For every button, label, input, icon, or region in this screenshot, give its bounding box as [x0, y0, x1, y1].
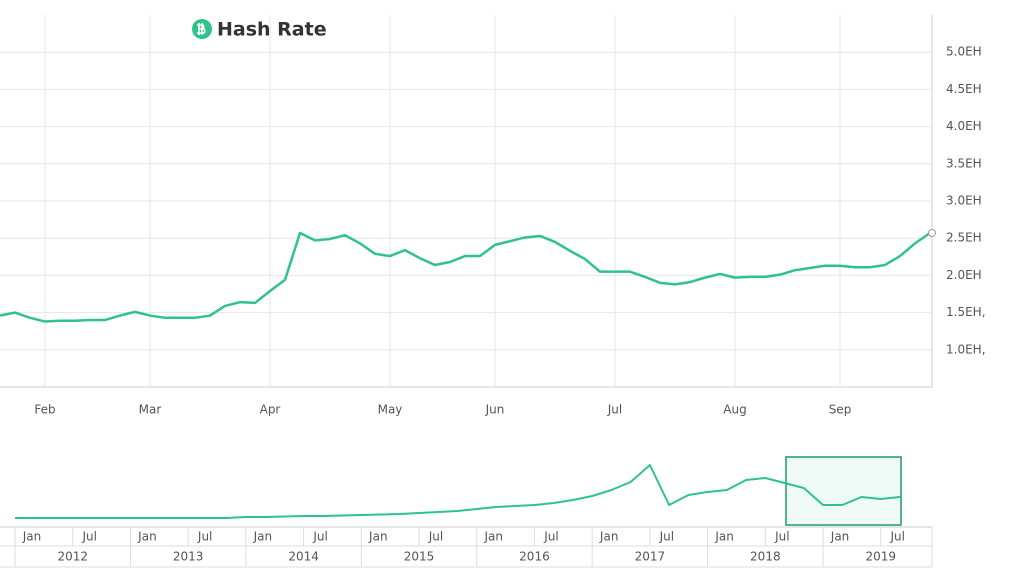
navigator-year-label: 2013: [173, 550, 204, 564]
y-tick-label: 4.0EH: [946, 119, 982, 133]
x-tick-label: Feb: [34, 403, 55, 417]
x-tick-label: Apr: [260, 403, 281, 417]
navigator-tick-label: Jul: [890, 530, 905, 544]
x-tick-label: Sep: [829, 403, 852, 417]
navigator-year-label: 2012: [57, 550, 88, 564]
title-icon: [192, 19, 212, 39]
navigator-selection[interactable]: [785, 456, 902, 526]
navigator-tick-label: Jan: [714, 530, 734, 544]
y-tick-label: 2.0EH: [946, 268, 982, 282]
navigator-tick-label: Jan: [137, 530, 157, 544]
navigator-tick-label: Jul: [774, 530, 789, 544]
y-tick-label: 3.0EH: [946, 194, 982, 208]
navigator-tick-label: Jan: [599, 530, 619, 544]
navigator-tick-label: Jan: [22, 530, 42, 544]
navigator-year-label: 2018: [750, 550, 781, 564]
y-tick-label: 2.5EH: [946, 231, 982, 245]
y-tick-label: 5.0EH: [946, 45, 982, 59]
x-tick-label: May: [378, 403, 403, 417]
x-tick-label: Jun: [485, 403, 505, 417]
navigator-tick-label: Jul: [659, 530, 674, 544]
data-line: [0, 231, 931, 323]
navigator-tick-label: Jan: [253, 530, 273, 544]
navigator-tick-label: Jul: [197, 530, 212, 544]
data-line: [15, 464, 901, 519]
navigator-tick-label: Jul: [543, 530, 558, 544]
y-tick-label: 1.5EH,: [946, 305, 986, 319]
navigator-year-label: 2015: [404, 550, 435, 564]
y-tick-label: 1.0EH,: [946, 342, 986, 356]
navigator-tick-label: Jul: [81, 530, 96, 544]
navigator-tick-label: Jul: [428, 530, 443, 544]
navigator-tick-label: Jan: [368, 530, 388, 544]
navigator-tick-label: Jan: [830, 530, 850, 544]
navigator-year-label: 2014: [288, 550, 319, 564]
navigator-tick-label: Jul: [312, 530, 327, 544]
y-tick-label: 3.5EH: [946, 156, 982, 170]
y-tick-label: 4.5EH: [946, 82, 982, 96]
x-tick-label: Aug: [723, 403, 746, 417]
chart-title: Hash Rate: [217, 19, 327, 41]
x-tick-label: Mar: [139, 403, 162, 417]
navigator-year-label: 2019: [865, 550, 896, 564]
hover-marker: [928, 228, 936, 237]
navigator-year-label: 2017: [635, 550, 666, 564]
navigator-year-label: 2016: [519, 550, 550, 564]
navigator-tick-label: Jan: [483, 530, 503, 544]
x-tick-label: Jul: [607, 403, 622, 417]
